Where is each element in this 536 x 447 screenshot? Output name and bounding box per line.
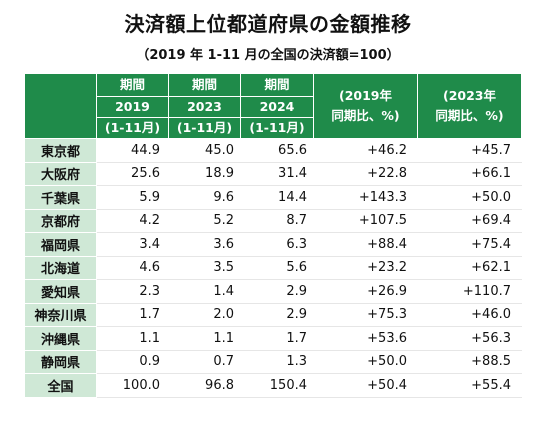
header-corner <box>24 73 97 139</box>
table-row: 千葉県 5.9 9.6 14.4 +143.3 +50.0 <box>24 185 522 210</box>
yoy-2023-cell: +88.5 <box>417 349 522 374</box>
pref-cell: 東京都 <box>24 138 97 163</box>
yoy-2019-cell: +50.4 <box>313 373 418 398</box>
value-2024-cell: 14.4 <box>240 185 314 210</box>
value-2023-cell: 3.5 <box>168 255 241 280</box>
yoy-2019-cell: +26.9 <box>313 279 418 304</box>
value-2023-cell: 2.0 <box>168 302 241 327</box>
pref-cell: 全国 <box>24 373 97 397</box>
value-2023-cell: 1.1 <box>168 326 241 351</box>
value-2019-cell: 4.6 <box>96 255 169 280</box>
value-2024-cell: 2.9 <box>240 279 314 304</box>
yoy-2023-cell: +50.0 <box>417 185 522 210</box>
yoy-2023-cell: +46.0 <box>417 302 522 327</box>
pref-cell: 愛知県 <box>24 279 97 304</box>
value-2023-cell: 18.9 <box>168 161 241 186</box>
table-body: 東京都 44.9 45.0 65.6 +46.2 +45.7 大阪府 25.6 18.9 31.4… <box>24 138 522 398</box>
header-range-2019: (1-11月) <box>96 117 169 139</box>
yoy-2023-cell: +56.3 <box>417 326 522 351</box>
page-title: 決済額上位都道府県の金額推移 <box>124 12 412 36</box>
value-2019-cell: 3.4 <box>96 232 169 257</box>
header-year-2019: 2019 <box>96 96 169 118</box>
value-2024-cell: 2.9 <box>240 302 314 327</box>
value-2023-cell: 1.4 <box>168 279 241 304</box>
header-period-2023: 期間 <box>168 73 241 97</box>
table-row: 東京都 44.9 45.0 65.6 +46.2 +45.7 <box>24 138 522 163</box>
header-yoy-2019: (2019年 同期比、%) <box>313 73 418 139</box>
value-2019-cell: 1.1 <box>96 326 169 351</box>
table-row: 北海道 4.6 3.5 5.6 +23.2 +62.1 <box>24 255 522 280</box>
pref-cell: 北海道 <box>24 255 97 280</box>
value-2019-cell: 100.0 <box>96 373 169 398</box>
value-2024-cell: 1.7 <box>240 326 314 351</box>
yoy-2019-cell: +107.5 <box>313 208 418 233</box>
value-2019-cell: 5.9 <box>96 185 169 210</box>
value-2019-cell: 2.3 <box>96 279 169 304</box>
yoy-2023-cell: +75.4 <box>417 232 522 257</box>
value-2019-cell: 25.6 <box>96 161 169 186</box>
pref-cell: 静岡県 <box>24 349 97 374</box>
value-2024-cell: 6.3 <box>240 232 314 257</box>
table-row: 大阪府 25.6 18.9 31.4 +22.8 +66.1 <box>24 161 522 186</box>
page-subtitle: （2019 年 1-11 月の全国の決済額=100） <box>136 48 400 63</box>
yoy-2019-cell: +75.3 <box>313 302 418 327</box>
header-yoy-2023: (2023年 同期比、%) <box>417 73 522 139</box>
value-2023-cell: 0.7 <box>168 349 241 374</box>
table-row: 福岡県 3.4 3.6 6.3 +88.4 +75.4 <box>24 232 522 257</box>
value-2023-cell: 9.6 <box>168 185 241 210</box>
header-yoy-2023-line1: (2023年 <box>442 88 496 103</box>
table-row: 愛知県 2.3 1.4 2.9 +26.9 +110.7 <box>24 279 522 304</box>
pref-cell: 千葉県 <box>24 185 97 210</box>
header-period-2024: 期間 <box>240 73 314 97</box>
value-2023-cell: 5.2 <box>168 208 241 233</box>
yoy-2019-cell: +53.6 <box>313 326 418 351</box>
table-row: 京都府 4.2 5.2 8.7 +107.5 +69.4 <box>24 208 522 233</box>
value-2024-cell: 5.6 <box>240 255 314 280</box>
pref-cell: 大阪府 <box>24 161 97 186</box>
pref-cell: 福岡県 <box>24 232 97 257</box>
data-table: 期間 期間 期間 (2019年 同期比、%) (2023年 同期比、%) 201… <box>24 73 522 398</box>
yoy-2019-cell: +46.2 <box>313 138 418 163</box>
yoy-2023-cell: +55.4 <box>417 373 522 398</box>
pref-cell: 京都府 <box>24 208 97 233</box>
header-period-2019: 期間 <box>96 73 169 97</box>
header-yoy-2023-line2: 同期比、%) <box>435 108 504 123</box>
value-2024-cell: 1.3 <box>240 349 314 374</box>
value-2023-cell: 96.8 <box>168 373 241 398</box>
value-2023-cell: 45.0 <box>168 138 241 163</box>
header-range-2023: (1-11月) <box>168 117 241 139</box>
value-2024-cell: 65.6 <box>240 138 314 163</box>
yoy-2023-cell: +62.1 <box>417 255 522 280</box>
yoy-2019-cell: +88.4 <box>313 232 418 257</box>
pref-cell: 神奈川県 <box>24 302 97 327</box>
value-2019-cell: 44.9 <box>96 138 169 163</box>
header-range-2024: (1-11月) <box>240 117 314 139</box>
yoy-2019-cell: +143.3 <box>313 185 418 210</box>
table-row: 全国 100.0 96.8 150.4 +50.4 +55.4 <box>24 373 522 398</box>
value-2023-cell: 3.6 <box>168 232 241 257</box>
value-2024-cell: 8.7 <box>240 208 314 233</box>
yoy-2023-cell: +45.7 <box>417 138 522 163</box>
yoy-2023-cell: +66.1 <box>417 161 522 186</box>
value-2019-cell: 1.7 <box>96 302 169 327</box>
value-2019-cell: 4.2 <box>96 208 169 233</box>
table-row: 静岡県 0.9 0.7 1.3 +50.0 +88.5 <box>24 349 522 374</box>
yoy-2023-cell: +110.7 <box>417 279 522 304</box>
header-year-2024: 2024 <box>240 96 314 118</box>
header-yoy-2019-line1: (2019年 <box>338 88 392 103</box>
yoy-2019-cell: +22.8 <box>313 161 418 186</box>
value-2024-cell: 31.4 <box>240 161 314 186</box>
yoy-2023-cell: +69.4 <box>417 208 522 233</box>
table-row: 神奈川県 1.7 2.0 2.9 +75.3 +46.0 <box>24 302 522 327</box>
header-year-2023: 2023 <box>168 96 241 118</box>
header-yoy-2019-line2: 同期比、%) <box>331 108 400 123</box>
yoy-2019-cell: +23.2 <box>313 255 418 280</box>
yoy-2019-cell: +50.0 <box>313 349 418 374</box>
pref-cell: 沖縄県 <box>24 326 97 351</box>
value-2024-cell: 150.4 <box>240 373 314 398</box>
value-2019-cell: 0.9 <box>96 349 169 374</box>
table-row: 沖縄県 1.1 1.1 1.7 +53.6 +56.3 <box>24 326 522 351</box>
